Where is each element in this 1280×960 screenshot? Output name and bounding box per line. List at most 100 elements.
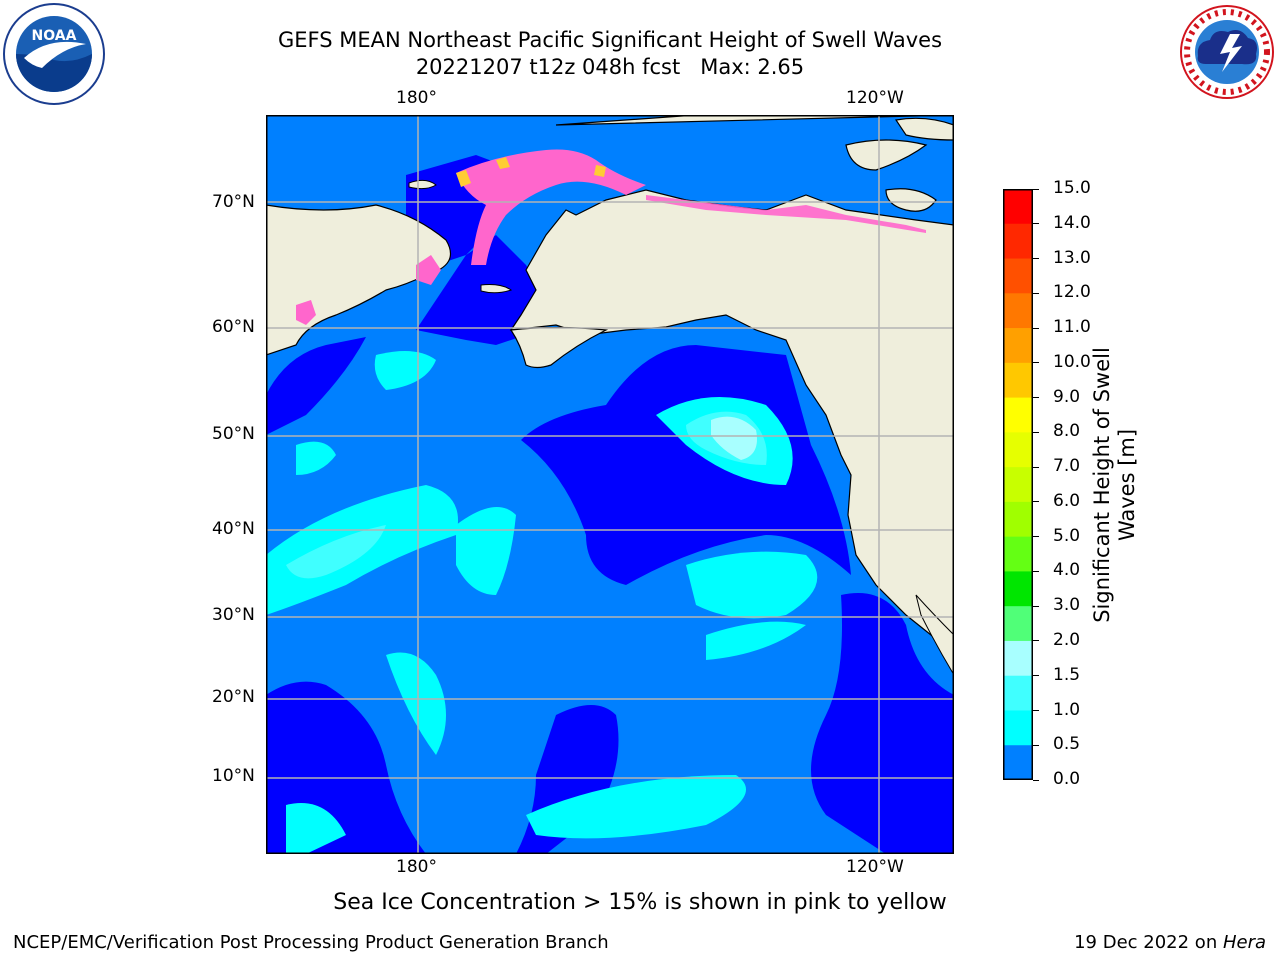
colorbar-label-line1: Significant Height of Swell <box>1090 347 1114 623</box>
colorbar-label-line2: Waves [m] <box>1115 428 1139 542</box>
colorbar-tick-mark <box>1033 188 1039 190</box>
colorbar-swatch <box>1003 258 1033 294</box>
colorbar-tick-mark <box>1033 536 1039 538</box>
colorbar-swatch <box>1003 362 1033 399</box>
lat-label-10n: 10°N <box>212 766 255 786</box>
colorbar-swatch <box>1003 397 1033 433</box>
colorbar-swatch <box>1003 467 1033 503</box>
colorbar-tick-mark <box>1033 640 1039 642</box>
colorbar-tick-label: 10.0 <box>1053 351 1091 372</box>
colorbar-tick-mark <box>1033 779 1039 781</box>
sea-ice-arctic-coast <box>646 195 926 233</box>
colorbar-tick-label: 1.0 <box>1053 699 1081 720</box>
land-arctic-island-3 <box>894 117 954 141</box>
svg-text:NOAA: NOAA <box>32 28 77 44</box>
colorbar-tick-mark <box>1033 605 1039 607</box>
cyan-band-east <box>686 551 818 619</box>
colorbar-tick-mark <box>1033 397 1039 399</box>
cyan-patch-central <box>456 507 516 595</box>
swell-max-gulf-core <box>711 416 757 460</box>
nws-logo <box>1180 5 1274 99</box>
colorbar-swatch <box>1003 640 1033 677</box>
land-st-lawrence <box>480 284 513 294</box>
colorbar-swatch <box>1003 710 1033 746</box>
graticule <box>266 115 954 854</box>
low-swell-northwest <box>266 337 366 435</box>
sea-ice-chukchi <box>456 149 646 265</box>
low-swell-coast <box>811 593 954 854</box>
land-wrangel <box>408 179 437 190</box>
footer-date-text: 19 Dec 2022 on <box>1074 932 1223 953</box>
colorbar-swatch <box>1003 501 1033 538</box>
cyan-patch-sw <box>286 803 346 854</box>
colorbar-swatch <box>1003 189 1033 225</box>
colorbar-swatch <box>1003 675 1033 712</box>
sea-ice-bering <box>296 255 441 325</box>
cyan-band-south <box>526 775 746 839</box>
colorbar-swatch <box>1003 606 1033 642</box>
colorbar-tick-label: 3.0 <box>1053 595 1081 616</box>
chart-title-line1: GEFS MEAN Northeast Pacific Significant … <box>277 28 943 52</box>
colorbar-tick-mark <box>1033 466 1039 468</box>
sea-ice-note: Sea Ice Concentration > 15% is shown in … <box>333 890 947 915</box>
footer-host: Hera <box>1222 932 1266 953</box>
colorbar-tick-label: 13.0 <box>1053 247 1091 268</box>
colorbar-tick-label: 9.0 <box>1053 386 1081 407</box>
chart-title-line2: 20221207 t12z 048h fcst Max: 2.65 <box>415 55 805 79</box>
colorbar-tick-mark <box>1033 327 1039 329</box>
colorbar-tick-mark <box>1033 710 1039 711</box>
swell-height-map <box>266 115 954 854</box>
swell-max-west <box>286 525 386 579</box>
colorbar-tick-label: 2.0 <box>1053 629 1081 650</box>
colorbar-swatch <box>1003 745 1033 780</box>
low-swell-gulf <box>521 345 851 585</box>
colorbar-swatch <box>1003 432 1033 468</box>
lon-label-top-180: 180° <box>396 88 437 108</box>
cyan-band-east-tail <box>706 621 806 660</box>
colorbar-tick-label: 11.0 <box>1053 317 1091 338</box>
lat-label-30n: 30°N <box>212 605 255 625</box>
lat-label-20n: 20°N <box>212 687 255 707</box>
colorbar-tick-label: 1.5 <box>1053 664 1081 685</box>
cyan-patch-south-west <box>386 652 446 755</box>
colorbar-swatch <box>1003 571 1033 607</box>
noaa-logo: NOAA <box>3 3 105 105</box>
colorbar-swatch <box>1003 293 1033 329</box>
colorbar-tick-mark <box>1033 675 1039 677</box>
colorbar-swatch <box>1003 328 1033 364</box>
colorbar-tick-mark <box>1033 362 1039 364</box>
colorbar-tick-label: 5.0 <box>1053 525 1081 546</box>
footer-credit: NCEP/EMC/Verification Post Processing Pr… <box>13 932 609 953</box>
land-arctic-island-1 <box>845 139 928 171</box>
land-alaska-canada <box>509 115 954 656</box>
cyan-patch-north <box>374 351 436 390</box>
colorbar-tick-mark <box>1033 570 1039 572</box>
colorbar-swatch <box>1003 536 1033 573</box>
colorbar-tick-label: 7.0 <box>1053 456 1081 477</box>
colorbar-tick-mark <box>1033 223 1039 225</box>
colorbar-tick-label: 12.0 <box>1053 282 1091 303</box>
lat-label-60n: 60°N <box>212 317 255 337</box>
colorbar-tick-label: 14.0 <box>1053 212 1091 233</box>
colorbar-tick-mark <box>1033 744 1039 746</box>
lon-label-bottom-120w: 120°W <box>846 857 904 877</box>
colorbar-tick-label: 0.0 <box>1053 769 1081 789</box>
colorbar-tick-label: 4.0 <box>1053 560 1081 581</box>
colorbar-tick-label: 15.0 <box>1053 178 1091 198</box>
colorbar-tick-label: 8.0 <box>1053 421 1081 442</box>
footer-date: 19 Dec 2022 on Hera <box>1074 932 1266 953</box>
colorbar-tick-label: 0.5 <box>1053 734 1081 755</box>
colorbar-tick-label: 6.0 <box>1053 490 1081 511</box>
colorbar-tick-mark <box>1033 501 1039 503</box>
lat-label-70n: 70°N <box>212 192 255 212</box>
colorbar-tick-mark <box>1033 431 1039 433</box>
lat-label-50n: 50°N <box>212 424 255 444</box>
colorbar <box>1003 189 1033 780</box>
lon-label-top-120w: 120°W <box>846 88 904 108</box>
lon-label-bottom-180: 180° <box>396 857 437 877</box>
colorbar-tick-mark <box>1033 258 1039 259</box>
colorbar-frame <box>1003 189 1033 780</box>
colorbar-tick-mark <box>1033 292 1039 294</box>
cyan-patch-nw <box>296 441 336 475</box>
lat-label-40n: 40°N <box>212 519 255 539</box>
